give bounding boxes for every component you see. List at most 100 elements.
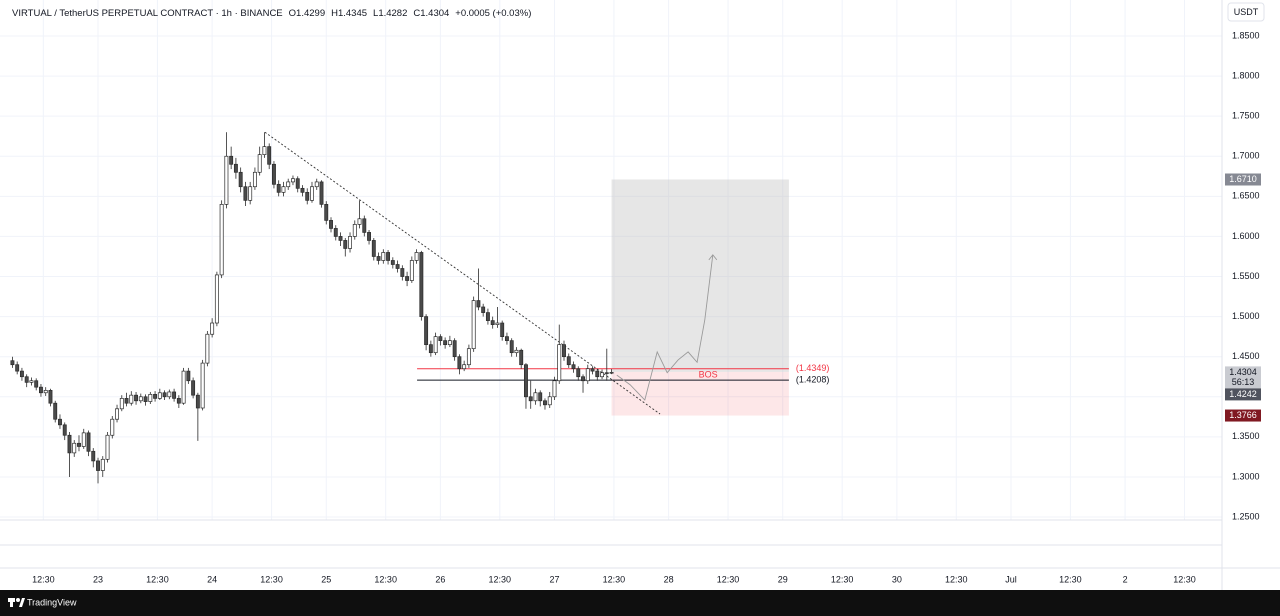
- candle-body: [528, 396, 533, 402]
- candle-body: [538, 392, 543, 402]
- candle-body: [10, 360, 15, 366]
- candle-body: [300, 187, 305, 193]
- candle-body: [191, 380, 196, 396]
- candle-body: [381, 252, 386, 261]
- candle-body: [395, 264, 400, 269]
- x-tick-label: 12:30: [32, 574, 55, 584]
- candle-body: [504, 336, 509, 342]
- candle-body: [386, 252, 391, 261]
- candle-body: [119, 398, 124, 410]
- bos-label: BOS: [699, 370, 718, 380]
- candle-body: [224, 155, 229, 205]
- candle-body: [414, 252, 419, 261]
- y-tick-label: 1.4500: [1232, 351, 1260, 361]
- candle-body: [91, 450, 96, 462]
- target-zone: [611, 179, 789, 372]
- candle-body: [481, 306, 486, 313]
- candle-body: [357, 218, 362, 225]
- y-tick-label: 1.3000: [1232, 471, 1260, 481]
- candle-body: [428, 344, 433, 354]
- candle-body: [490, 320, 495, 325]
- change: +0.0005 (+0.03%): [455, 8, 531, 19]
- candle-body: [214, 274, 219, 324]
- candle-body: [457, 356, 462, 370]
- x-tick-label: 12:30: [717, 574, 740, 584]
- candle-body: [452, 340, 457, 358]
- candle-body: [576, 368, 581, 378]
- candle-body: [157, 392, 162, 399]
- candle-body: [195, 394, 200, 409]
- x-tick-label: 12:30: [603, 574, 626, 584]
- candle-body: [138, 396, 143, 402]
- countdown: 56:13: [1232, 377, 1255, 387]
- candle-body: [67, 434, 72, 454]
- candle-body: [547, 396, 552, 406]
- candle-body: [324, 204, 329, 221]
- candle-body: [271, 163, 276, 185]
- candle-body: [514, 349, 519, 354]
- candle-body: [105, 434, 110, 460]
- x-tick-label: 12:30: [1059, 574, 1082, 584]
- grid: [0, 0, 1222, 520]
- candle-body: [181, 370, 186, 404]
- candle-body: [348, 236, 352, 249]
- candle-body: [533, 392, 538, 402]
- candle-body: [72, 442, 77, 454]
- symbol: VIRTUAL / TetherUS PERPETUAL CONTRACT · …: [12, 8, 283, 19]
- candle-body: [566, 356, 571, 366]
- candle-body: [281, 186, 286, 193]
- x-tick-label: 2: [1123, 574, 1128, 584]
- candle-body: [257, 154, 262, 173]
- candle-body: [390, 260, 395, 265]
- candle-body: [557, 344, 562, 382]
- candle-body: [34, 380, 39, 388]
- x-tick-label: 12:30: [260, 574, 283, 584]
- candle-body: [329, 220, 333, 229]
- level-label: (1.4208): [796, 374, 830, 384]
- candle-body: [462, 364, 467, 370]
- candle-body: [405, 276, 410, 281]
- brand[interactable]: TradingView: [27, 597, 77, 607]
- candle-body: [609, 372, 614, 374]
- ohlc-high: H1.4345: [331, 8, 367, 19]
- candle-body: [172, 391, 177, 399]
- candle-body: [333, 228, 338, 237]
- y-tick-label: 1.6500: [1232, 191, 1260, 201]
- candle-body: [134, 394, 139, 402]
- candle-body: [314, 181, 319, 188]
- candle-body: [110, 418, 115, 436]
- mark-price: 1.4242: [1229, 389, 1257, 399]
- candle-body: [248, 186, 253, 201]
- x-tick-label: 12:30: [146, 574, 169, 584]
- candle-body: [15, 364, 20, 372]
- x-tick-label: 26: [435, 574, 445, 584]
- candle-body: [519, 349, 524, 366]
- candle-body: [343, 240, 348, 249]
- candle-body: [219, 204, 224, 276]
- candle-body: [115, 408, 119, 420]
- candle-body: [409, 260, 414, 281]
- y-tick-label: 1.8500: [1232, 30, 1260, 40]
- projection-arrow: [708, 254, 718, 261]
- level-label: (1.4349): [796, 363, 830, 373]
- footer: [0, 590, 1280, 616]
- target-price: 1.6710: [1229, 174, 1257, 184]
- candle-body: [291, 178, 295, 183]
- candle-body: [43, 390, 48, 394]
- candle-body: [81, 432, 86, 447]
- ohlc-low: L1.4282: [373, 8, 407, 19]
- candle-body: [243, 186, 248, 201]
- x-tick-label: 12:30: [831, 574, 854, 584]
- currency[interactable]: USDT: [1234, 7, 1259, 17]
- candle-body: [310, 186, 314, 201]
- candle-body: [205, 333, 210, 364]
- last-price-bg: [1225, 366, 1261, 389]
- currency-button[interactable]: [1227, 2, 1265, 22]
- candle-body: [371, 240, 376, 257]
- projection-path: [616, 254, 714, 401]
- x-tick-label: 12:30: [489, 574, 512, 584]
- candle-body: [238, 171, 243, 188]
- candle-body: [29, 380, 34, 383]
